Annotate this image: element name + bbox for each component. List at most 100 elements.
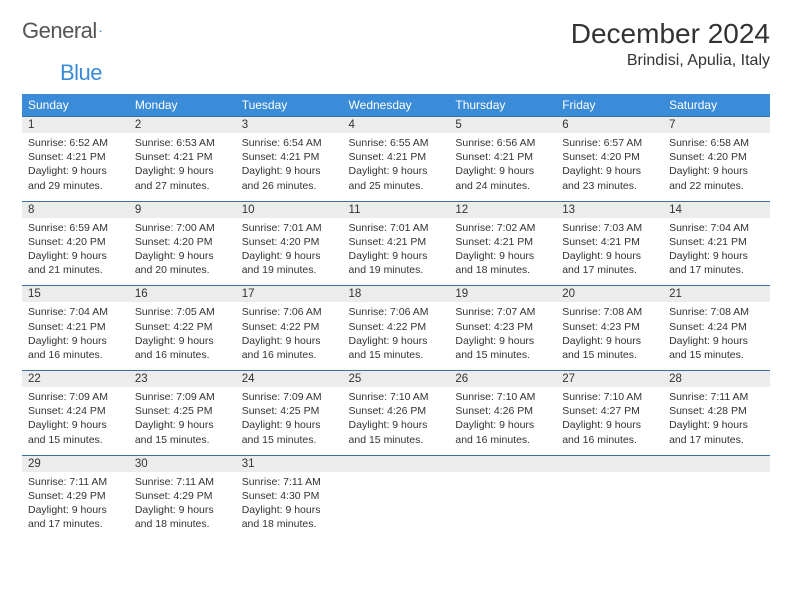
sunset-text: Sunset: 4:29 PM — [135, 489, 230, 503]
day-number: 8 — [22, 201, 129, 218]
day-cell: Sunrise: 7:06 AMSunset: 4:22 PMDaylight:… — [343, 302, 450, 370]
sunrise-text: Sunrise: 7:11 AM — [135, 475, 230, 489]
day-cell: Sunrise: 7:00 AMSunset: 4:20 PMDaylight:… — [129, 218, 236, 286]
empty-day-number — [343, 455, 450, 472]
day-number: 22 — [22, 371, 129, 388]
day-number: 12 — [449, 201, 556, 218]
day-cell: Sunrise: 7:05 AMSunset: 4:22 PMDaylight:… — [129, 302, 236, 370]
sunset-text: Sunset: 4:21 PM — [455, 150, 550, 164]
day-number: 10 — [236, 201, 343, 218]
day2-text: and 22 minutes. — [669, 179, 764, 193]
day2-text: and 15 minutes. — [669, 348, 764, 362]
week-row: Sunrise: 7:11 AMSunset: 4:29 PMDaylight:… — [22, 472, 770, 540]
calendar-table: Sunday Monday Tuesday Wednesday Thursday… — [22, 94, 770, 539]
day2-text: and 16 minutes. — [562, 433, 657, 447]
day2-text: and 17 minutes. — [28, 517, 123, 531]
day2-text: and 21 minutes. — [28, 263, 123, 277]
day-cell: Sunrise: 7:11 AMSunset: 4:29 PMDaylight:… — [22, 472, 129, 540]
day1-text: Daylight: 9 hours — [242, 164, 337, 178]
sunset-text: Sunset: 4:29 PM — [28, 489, 123, 503]
day-number: 26 — [449, 371, 556, 388]
sunrise-text: Sunrise: 7:05 AM — [135, 305, 230, 319]
sunset-text: Sunset: 4:28 PM — [669, 404, 764, 418]
sunrise-text: Sunrise: 7:03 AM — [562, 221, 657, 235]
day2-text: and 15 minutes. — [242, 433, 337, 447]
day-number: 25 — [343, 371, 450, 388]
sunrise-text: Sunrise: 7:02 AM — [455, 221, 550, 235]
sunset-text: Sunset: 4:23 PM — [562, 320, 657, 334]
sunset-text: Sunset: 4:27 PM — [562, 404, 657, 418]
sunset-text: Sunset: 4:24 PM — [669, 320, 764, 334]
day1-text: Daylight: 9 hours — [242, 249, 337, 263]
empty-day-number — [556, 455, 663, 472]
day-number: 11 — [343, 201, 450, 218]
day2-text: and 15 minutes. — [349, 348, 444, 362]
sunset-text: Sunset: 4:21 PM — [562, 235, 657, 249]
day1-text: Daylight: 9 hours — [669, 249, 764, 263]
day2-text: and 15 minutes. — [455, 348, 550, 362]
sunrise-text: Sunrise: 7:10 AM — [455, 390, 550, 404]
day-cell: Sunrise: 6:59 AMSunset: 4:20 PMDaylight:… — [22, 218, 129, 286]
day-cell: Sunrise: 6:55 AMSunset: 4:21 PMDaylight:… — [343, 133, 450, 201]
sunrise-text: Sunrise: 7:11 AM — [28, 475, 123, 489]
day-number: 19 — [449, 286, 556, 303]
day-cell: Sunrise: 7:09 AMSunset: 4:24 PMDaylight:… — [22, 387, 129, 455]
sunset-text: Sunset: 4:20 PM — [135, 235, 230, 249]
sunset-text: Sunset: 4:25 PM — [135, 404, 230, 418]
day1-text: Daylight: 9 hours — [28, 164, 123, 178]
empty-day-cell — [343, 472, 450, 540]
sunset-text: Sunset: 4:20 PM — [242, 235, 337, 249]
day1-text: Daylight: 9 hours — [242, 334, 337, 348]
day-cell: Sunrise: 7:04 AMSunset: 4:21 PMDaylight:… — [663, 218, 770, 286]
day2-text: and 17 minutes. — [562, 263, 657, 277]
day2-text: and 27 minutes. — [135, 179, 230, 193]
day2-text: and 20 minutes. — [135, 263, 230, 277]
day-number: 7 — [663, 117, 770, 134]
logo-word1: General — [22, 18, 97, 44]
day-cell: Sunrise: 7:10 AMSunset: 4:27 PMDaylight:… — [556, 387, 663, 455]
day1-text: Daylight: 9 hours — [562, 418, 657, 432]
day1-text: Daylight: 9 hours — [349, 164, 444, 178]
sunset-text: Sunset: 4:20 PM — [562, 150, 657, 164]
sunset-text: Sunset: 4:21 PM — [135, 150, 230, 164]
day1-text: Daylight: 9 hours — [28, 503, 123, 517]
day1-text: Daylight: 9 hours — [349, 334, 444, 348]
daynum-row: 15161718192021 — [22, 286, 770, 303]
day-cell: Sunrise: 6:54 AMSunset: 4:21 PMDaylight:… — [236, 133, 343, 201]
empty-day-cell — [663, 472, 770, 540]
sunset-text: Sunset: 4:26 PM — [455, 404, 550, 418]
day-number: 17 — [236, 286, 343, 303]
day-number: 5 — [449, 117, 556, 134]
day-cell: Sunrise: 7:11 AMSunset: 4:29 PMDaylight:… — [129, 472, 236, 540]
sunset-text: Sunset: 4:21 PM — [349, 150, 444, 164]
day-number: 29 — [22, 455, 129, 472]
day-number: 18 — [343, 286, 450, 303]
sunset-text: Sunset: 4:21 PM — [242, 150, 337, 164]
day-cell: Sunrise: 7:06 AMSunset: 4:22 PMDaylight:… — [236, 302, 343, 370]
day-cell: Sunrise: 7:08 AMSunset: 4:23 PMDaylight:… — [556, 302, 663, 370]
day1-text: Daylight: 9 hours — [349, 249, 444, 263]
day1-text: Daylight: 9 hours — [28, 334, 123, 348]
sunrise-text: Sunrise: 7:07 AM — [455, 305, 550, 319]
day2-text: and 18 minutes. — [135, 517, 230, 531]
day-number: 20 — [556, 286, 663, 303]
sunrise-text: Sunrise: 7:00 AM — [135, 221, 230, 235]
day-cell: Sunrise: 6:56 AMSunset: 4:21 PMDaylight:… — [449, 133, 556, 201]
day-cell: Sunrise: 7:02 AMSunset: 4:21 PMDaylight:… — [449, 218, 556, 286]
day-number: 9 — [129, 201, 236, 218]
sunrise-text: Sunrise: 7:08 AM — [562, 305, 657, 319]
day1-text: Daylight: 9 hours — [455, 164, 550, 178]
day2-text: and 15 minutes. — [135, 433, 230, 447]
day1-text: Daylight: 9 hours — [242, 418, 337, 432]
daynum-row: 22232425262728 — [22, 371, 770, 388]
day-cell: Sunrise: 6:58 AMSunset: 4:20 PMDaylight:… — [663, 133, 770, 201]
day-number: 27 — [556, 371, 663, 388]
sunrise-text: Sunrise: 7:06 AM — [349, 305, 444, 319]
day-number: 2 — [129, 117, 236, 134]
weekday-header: Wednesday — [343, 94, 450, 117]
sunset-text: Sunset: 4:30 PM — [242, 489, 337, 503]
sunrise-text: Sunrise: 7:04 AM — [28, 305, 123, 319]
day-cell: Sunrise: 7:11 AMSunset: 4:28 PMDaylight:… — [663, 387, 770, 455]
day2-text: and 15 minutes. — [562, 348, 657, 362]
sunrise-text: Sunrise: 7:10 AM — [349, 390, 444, 404]
